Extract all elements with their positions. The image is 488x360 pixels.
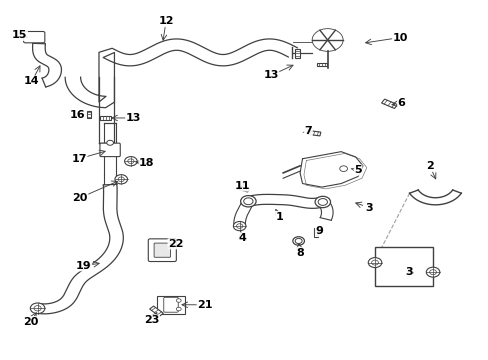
Circle shape xyxy=(321,35,333,45)
Circle shape xyxy=(233,221,245,231)
Circle shape xyxy=(118,177,124,181)
Text: 22: 22 xyxy=(168,239,183,249)
Text: 9: 9 xyxy=(315,226,323,237)
FancyBboxPatch shape xyxy=(154,243,170,257)
Text: 6: 6 xyxy=(397,98,405,108)
Circle shape xyxy=(236,224,243,228)
Circle shape xyxy=(176,299,181,302)
Text: 11: 11 xyxy=(234,181,249,191)
Circle shape xyxy=(371,260,378,265)
Text: 3: 3 xyxy=(404,267,412,277)
Polygon shape xyxy=(316,63,326,66)
Text: 23: 23 xyxy=(143,315,159,325)
Text: 15: 15 xyxy=(12,30,27,40)
Text: 18: 18 xyxy=(139,158,154,168)
FancyBboxPatch shape xyxy=(148,239,176,261)
Circle shape xyxy=(243,198,252,205)
Circle shape xyxy=(311,29,343,51)
Text: 2: 2 xyxy=(425,161,433,171)
Circle shape xyxy=(115,175,127,184)
FancyBboxPatch shape xyxy=(157,296,184,314)
Polygon shape xyxy=(313,228,318,237)
Circle shape xyxy=(339,166,347,171)
Text: 3: 3 xyxy=(365,203,372,213)
Circle shape xyxy=(367,258,381,267)
Polygon shape xyxy=(86,111,91,118)
Circle shape xyxy=(316,32,338,48)
FancyBboxPatch shape xyxy=(23,31,45,43)
Text: 5: 5 xyxy=(354,165,361,175)
Circle shape xyxy=(30,303,45,314)
Text: 13: 13 xyxy=(125,113,141,123)
Text: 20: 20 xyxy=(72,193,88,203)
Polygon shape xyxy=(307,131,320,136)
Text: 1: 1 xyxy=(275,212,283,221)
FancyBboxPatch shape xyxy=(100,143,120,157)
Text: 10: 10 xyxy=(392,32,407,42)
FancyBboxPatch shape xyxy=(163,297,178,312)
Polygon shape xyxy=(294,49,300,58)
Circle shape xyxy=(429,270,435,275)
Text: 20: 20 xyxy=(23,317,39,327)
Text: 19: 19 xyxy=(76,261,92,271)
Circle shape xyxy=(34,306,41,311)
Text: 21: 21 xyxy=(197,300,212,310)
Circle shape xyxy=(295,238,302,243)
Circle shape xyxy=(240,195,256,207)
Polygon shape xyxy=(149,306,163,316)
Circle shape xyxy=(292,237,304,245)
Text: 14: 14 xyxy=(24,76,40,86)
FancyBboxPatch shape xyxy=(374,247,432,286)
Text: 17: 17 xyxy=(71,154,87,164)
Circle shape xyxy=(124,157,137,166)
Circle shape xyxy=(127,159,134,163)
Circle shape xyxy=(106,140,113,145)
Circle shape xyxy=(426,267,439,277)
Text: 4: 4 xyxy=(238,233,245,243)
Circle shape xyxy=(176,307,181,311)
Text: 8: 8 xyxy=(296,248,304,258)
Circle shape xyxy=(318,199,327,205)
Polygon shape xyxy=(100,116,111,120)
Circle shape xyxy=(314,196,330,208)
Polygon shape xyxy=(381,99,397,108)
Text: 13: 13 xyxy=(263,71,278,80)
Text: 12: 12 xyxy=(158,15,174,26)
Text: 7: 7 xyxy=(304,126,311,136)
Text: 16: 16 xyxy=(70,111,85,121)
Polygon shape xyxy=(236,186,249,192)
